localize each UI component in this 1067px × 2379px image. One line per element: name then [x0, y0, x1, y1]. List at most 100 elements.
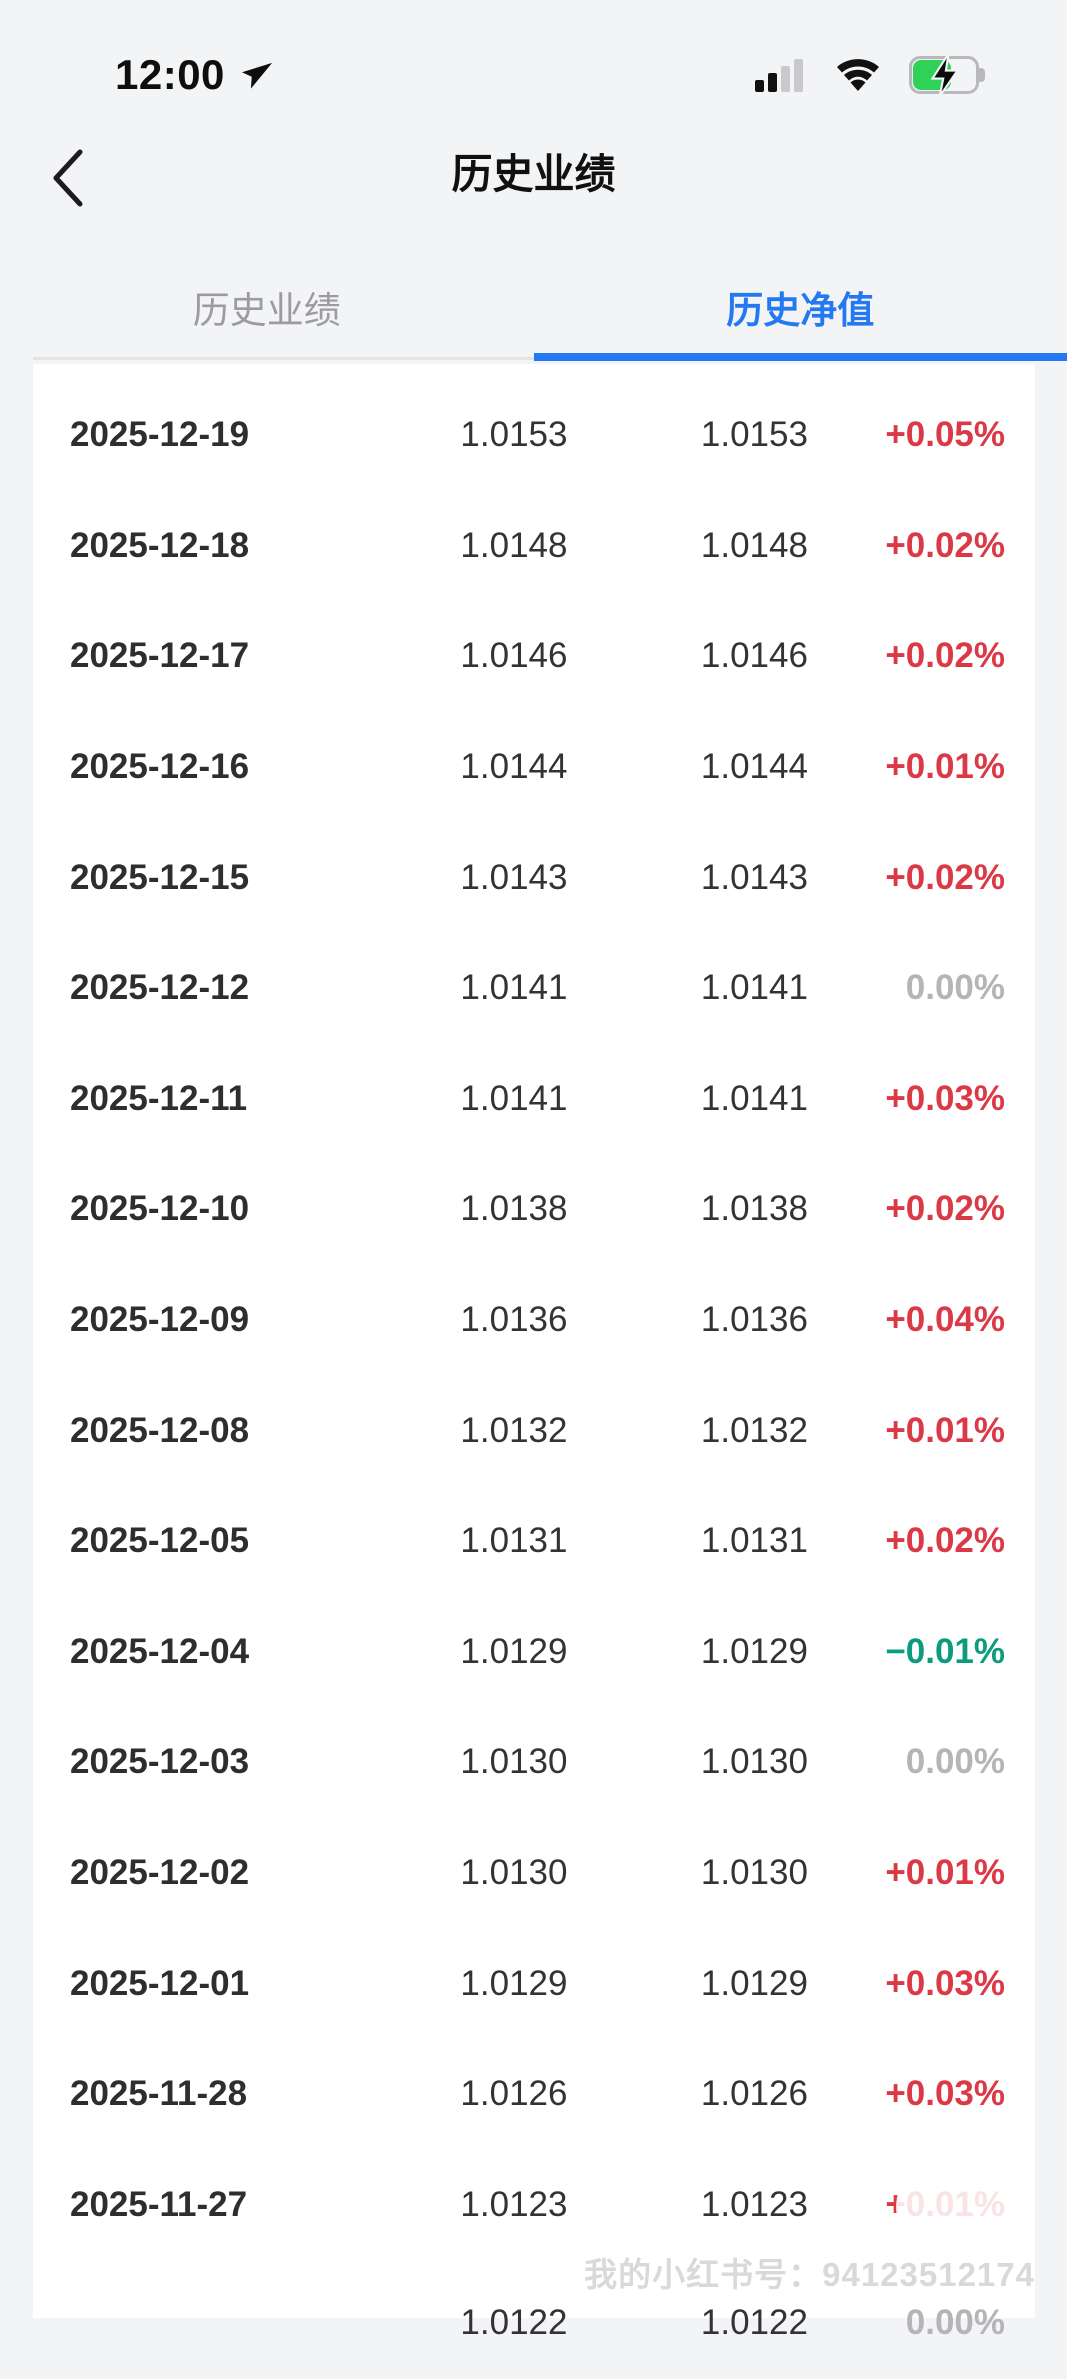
- table-cell-daily-change: +0.04%: [875, 1300, 1035, 1340]
- table-cell-daily-change: +0.05%: [875, 415, 1035, 455]
- table-cell-net-value: 1.0153: [394, 415, 634, 455]
- table-cell-net-value: 1.0143: [394, 858, 634, 898]
- table-cell-net-value: 1.0130: [394, 1742, 634, 1782]
- cellular-signal-icon: [755, 56, 807, 94]
- table-cell-accumulated-value: 1.0126: [634, 2074, 874, 2114]
- table-cell-date: 2025-12-05: [33, 1521, 394, 1561]
- watermark-text: 我的小红书号：94123512174: [584, 2248, 1035, 2296]
- table-cell-daily-change: 0.00%: [875, 2303, 1035, 2343]
- table-cell-date: 2025-12-08: [33, 1411, 394, 1451]
- table-cell-daily-change: −0.01%: [875, 1632, 1035, 1672]
- table-cell-date: 2025-12-10: [33, 1189, 394, 1229]
- table-row: 2025-12-03 1.0130 1.0130 0.00%: [33, 1707, 1035, 1818]
- table-cell-date: 2025-12-19: [33, 415, 394, 455]
- table-cell-date: 2025-12-02: [33, 1853, 394, 1893]
- table-row: 2025-11-28 1.0126 1.0126 +0.03%: [33, 2039, 1035, 2150]
- table-cell-date: 2025-12-04: [33, 1632, 394, 1672]
- table-cell-net-value: 1.0129: [394, 1964, 634, 2004]
- table-cell-date: 2025-11-28: [33, 2074, 394, 2114]
- status-bar: 12:00: [0, 28, 1067, 122]
- table-cell-date: 2025-12-03: [33, 1742, 394, 1782]
- table-cell-net-value: 1.0123: [394, 2185, 634, 2225]
- nav-bar: 历史业绩: [0, 122, 1067, 230]
- table-cell-date: 2025-12-17: [33, 636, 394, 676]
- table-cell-accumulated-value: 1.0131: [634, 1521, 874, 1561]
- table-cell-net-value: 1.0146: [394, 636, 634, 676]
- table-cell-net-value: 1.0129: [394, 1632, 634, 1672]
- battery-icon: [909, 56, 985, 94]
- table-cell-daily-change: +0.02%: [875, 858, 1035, 898]
- table-cell-daily-change: 0.00%: [875, 1742, 1035, 1782]
- table-cell-accumulated-value: 1.0130: [634, 1742, 874, 1782]
- table-cell-net-value: 1.0122: [394, 2303, 634, 2343]
- table-row: 2025-12-12 1.0141 1.0141 0.00%: [33, 933, 1035, 1044]
- tab-bar: 历史业绩 历史净值: [0, 258, 1067, 364]
- table-cell-date: 2025-12-09: [33, 1300, 394, 1340]
- battery-nub: [979, 68, 985, 82]
- table-body: 2025-12-19 1.0153 1.0153 +0.05% 2025-12-…: [33, 380, 1035, 2379]
- table-row: 2025-11-27 1.0123 1.0123 +0.01%: [33, 2150, 1035, 2261]
- table-row: 2025-12-08 1.0132 1.0132 +0.01%: [33, 1375, 1035, 1486]
- table-cell-net-value: 1.0144: [394, 747, 634, 787]
- table-row: 2025-12-11 1.0141 1.0141 +0.03%: [33, 1044, 1035, 1155]
- charging-bolt-icon: [923, 50, 967, 100]
- table-cell-net-value: 1.0136: [394, 1300, 634, 1340]
- table-cell-accumulated-value: 1.0136: [634, 1300, 874, 1340]
- table-row: 2025-12-04 1.0129 1.0129 −0.01%: [33, 1597, 1035, 1708]
- table-cell-daily-change: +0.01%: [875, 1853, 1035, 1893]
- table-cell-net-value: 1.0132: [394, 1411, 634, 1451]
- table-cell-accumulated-value: 1.0153: [634, 415, 874, 455]
- net-value-table[interactable]: 2025-12-19 1.0153 1.0153 +0.05% 2025-12-…: [33, 364, 1035, 2318]
- table-cell-accumulated-value: 1.0130: [634, 1853, 874, 1893]
- table-cell-accumulated-value: 1.0129: [634, 1632, 874, 1672]
- table-cell-daily-change: 0.00%: [875, 968, 1035, 1008]
- status-time: 12:00: [115, 51, 225, 99]
- table-cell-net-value: 1.0141: [394, 1079, 634, 1119]
- table-row: 2025-12-16 1.0144 1.0144 +0.01%: [33, 712, 1035, 823]
- table-cell-accumulated-value: 1.0132: [634, 1411, 874, 1451]
- table-cell-accumulated-value: 1.0138: [634, 1189, 874, 1229]
- table-row: 2025-12-18 1.0148 1.0148 +0.02%: [33, 491, 1035, 602]
- table-row: 2025-12-19 1.0153 1.0153 +0.05%: [33, 380, 1035, 491]
- tab-divider-line: [33, 357, 534, 360]
- table-cell-daily-change: +0.01%: [875, 747, 1035, 787]
- table-cell-net-value: 1.0126: [394, 2074, 634, 2114]
- table-cell-date: 2025-12-12: [33, 968, 394, 1008]
- table-row: 2025-12-09 1.0136 1.0136 +0.04%: [33, 1265, 1035, 1376]
- location-arrow-icon: [237, 56, 275, 94]
- table-cell-daily-change: +0.02%: [875, 636, 1035, 676]
- table-cell-date: 2025-12-16: [33, 747, 394, 787]
- table-cell-daily-change: +0.02%: [875, 1521, 1035, 1561]
- table-cell-net-value: 1.0130: [394, 1853, 634, 1893]
- table-row: 2025-12-15 1.0143 1.0143 +0.02%: [33, 822, 1035, 933]
- table-cell-accumulated-value: 1.0141: [634, 1079, 874, 1119]
- table-cell-daily-change: +0.03%: [875, 1964, 1035, 2004]
- table-cell-date: 2025-12-11: [33, 1079, 394, 1119]
- table-row: 2025-12-10 1.0138 1.0138 +0.02%: [33, 1154, 1035, 1265]
- table-row: 2025-12-01 1.0129 1.0129 +0.03%: [33, 1928, 1035, 2039]
- table-cell-accumulated-value: 1.0141: [634, 968, 874, 1008]
- table-cell-net-value: 1.0138: [394, 1189, 634, 1229]
- wifi-icon: [831, 55, 885, 95]
- page-title: 历史业绩: [0, 140, 1067, 200]
- table-row: 2025-12-05 1.0131 1.0131 +0.02%: [33, 1486, 1035, 1597]
- table-cell-net-value: 1.0141: [394, 968, 634, 1008]
- table-cell-accumulated-value: 1.0122: [634, 2303, 874, 2343]
- table-cell-date: 2025-12-18: [33, 526, 394, 566]
- watermark-bubble: [896, 2160, 1024, 2254]
- status-right: [755, 55, 985, 95]
- table-cell-accumulated-value: 1.0123: [634, 2185, 874, 2225]
- status-left: 12:00: [115, 51, 275, 99]
- table-cell-net-value: 1.0148: [394, 526, 634, 566]
- table-cell-accumulated-value: 1.0129: [634, 1964, 874, 2004]
- table-cell-accumulated-value: 1.0146: [634, 636, 874, 676]
- tab-history-performance[interactable]: 历史业绩: [0, 280, 534, 334]
- table-cell-daily-change: +0.03%: [875, 1079, 1035, 1119]
- table-cell-daily-change: +0.02%: [875, 1189, 1035, 1229]
- table-cell-date: 2025-12-15: [33, 858, 394, 898]
- tab-history-net-value[interactable]: 历史净值: [534, 280, 1067, 334]
- table-cell-net-value: 1.0131: [394, 1521, 634, 1561]
- table-cell-date: 2025-12-01: [33, 1964, 394, 2004]
- table-cell-daily-change: +0.01%: [875, 1411, 1035, 1451]
- table-cell-date: 2025-11-27: [33, 2185, 394, 2225]
